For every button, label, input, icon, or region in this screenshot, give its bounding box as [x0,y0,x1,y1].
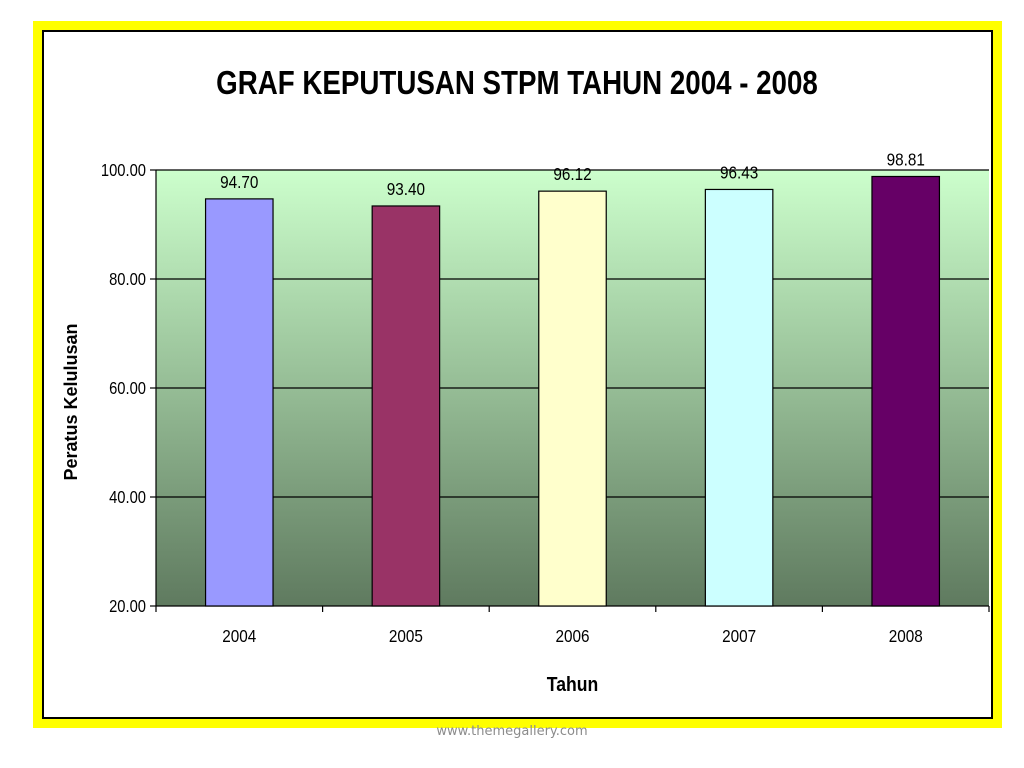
bar-2007[interactable] [704,188,774,607]
bar-2006[interactable] [538,190,607,607]
y-tick-label-20.00: 20.00 [109,597,146,617]
bar-2005[interactable] [371,205,441,607]
y-tick-label-40.00: 40.00 [109,488,146,508]
footer-credit: www.themegallery.com [436,724,588,739]
x-tick-label-2007: 2007 [722,626,756,646]
data-label-2007: 96.43 [720,162,758,182]
data-label-2005: 93.40 [387,179,425,199]
data-label-2008: 98.81 [887,149,925,169]
data-label-2004: 94.70 [220,172,258,192]
bar-chart: 20.00 40.00 60.00 80.00 100.00 94.70 2004 93.40… [61,65,990,695]
bar-2008[interactable] [871,175,941,607]
y-axis-title: Peratus Kelulusan [61,323,81,480]
y-tick-label-80.00: 80.00 [109,270,146,290]
x-tick-label-2005: 2005 [389,626,423,646]
slide-frame: 20.00 40.00 60.00 80.00 100.00 94.70 2004 93.40… [33,21,1002,728]
data-label-2006: 96.12 [553,164,591,184]
chart-title: GRAF KEPUTUSAN STPM TAHUN 2004 - 2008 [216,65,818,102]
y-tick-label-60.00: 60.00 [109,379,146,399]
x-tick-label-2004: 2004 [222,626,256,646]
x-tick-label-2008: 2008 [889,626,923,646]
x-axis-title: Tahun [547,673,598,695]
x-tick-label-2006: 2006 [555,626,589,646]
chart-panel: 20.00 40.00 60.00 80.00 100.00 94.70 2004 93.40… [42,30,993,719]
y-tick-label-100.00: 100.00 [101,161,146,181]
bar-2004[interactable] [204,198,274,607]
